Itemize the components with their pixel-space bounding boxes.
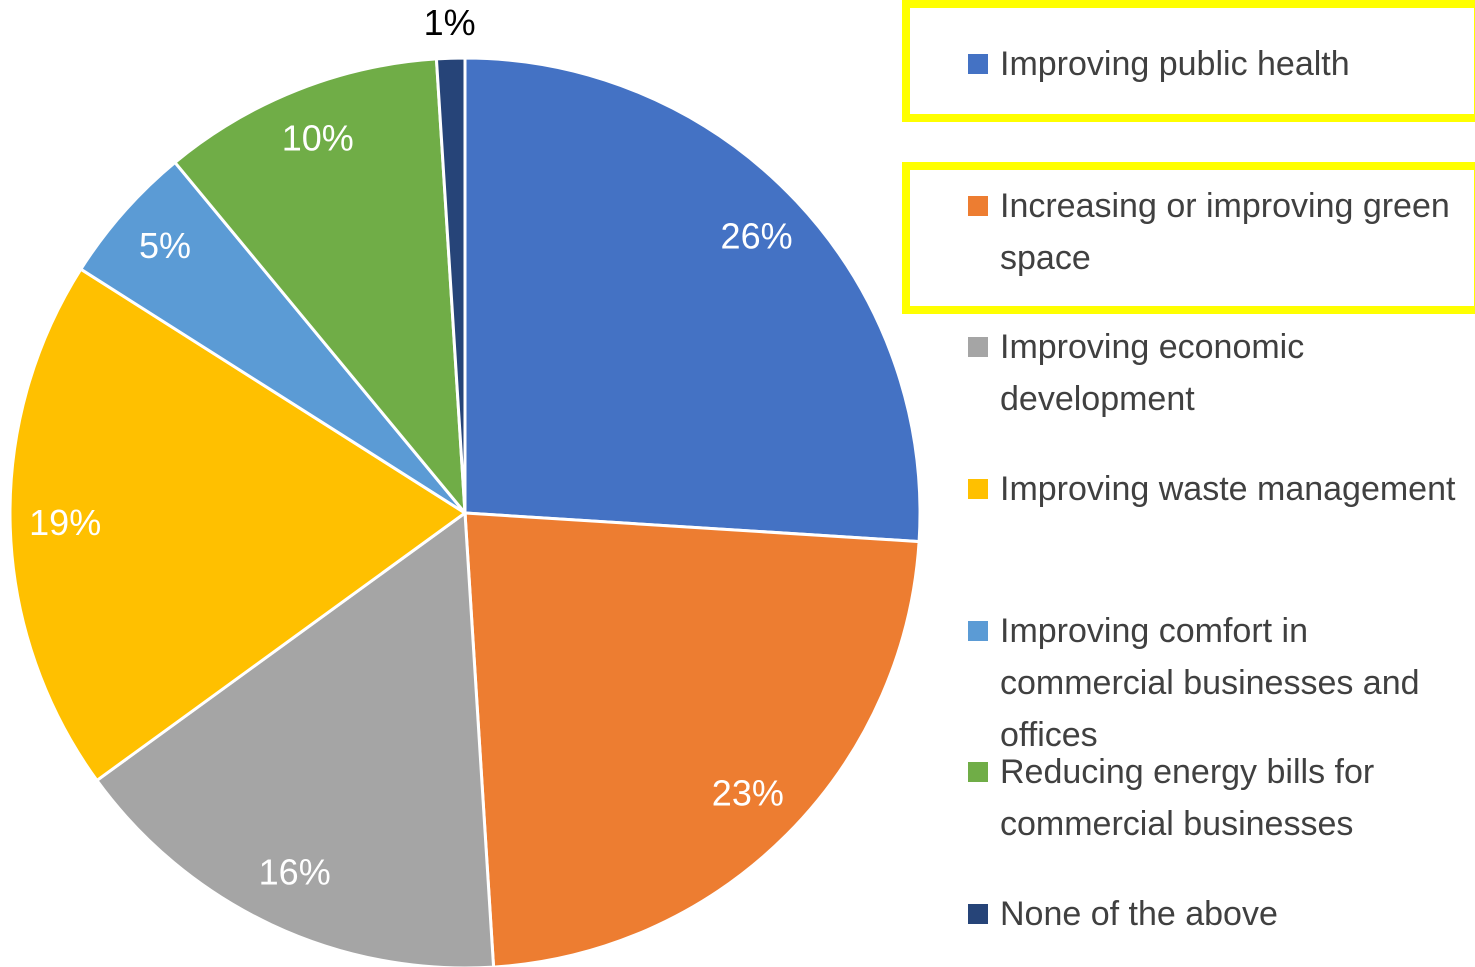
legend-swatch [968, 337, 988, 357]
data-label: 26% [721, 216, 793, 257]
data-label: 16% [259, 851, 331, 892]
legend-swatch [968, 904, 988, 924]
data-label: 10% [282, 118, 354, 159]
data-label: 23% [712, 772, 784, 813]
legend-item: Increasing or improving green space [968, 180, 1468, 284]
legend-swatch [968, 479, 988, 499]
legend-item: Improving comfort in commercial business… [968, 605, 1468, 761]
legend-label: Improving waste management [1000, 470, 1456, 508]
legend-swatch [968, 54, 988, 74]
legend-item: Improving economic development [968, 321, 1468, 425]
legend-swatch [968, 621, 988, 641]
data-label: 19% [29, 502, 101, 543]
legend-swatch [968, 196, 988, 216]
pie-slice [463, 56, 922, 544]
legend-item: Improving waste management [968, 463, 1468, 515]
legend-label: Increasing or improving green space [1000, 187, 1450, 277]
legend-item: Improving public health [968, 38, 1468, 90]
legend-label: None of the above [1000, 895, 1278, 933]
pie-slice [463, 511, 921, 967]
legend-swatch [968, 762, 988, 782]
legend-label: Improving public health [1000, 45, 1350, 83]
legend-label: Improving economic development [1000, 328, 1305, 418]
pie-slice [434, 56, 467, 514]
legend-item: Reducing energy bills for commercial bus… [968, 746, 1468, 850]
data-label: 1% [424, 2, 476, 43]
pie-slice [172, 57, 467, 518]
legend-item: None of the above [968, 888, 1468, 940]
legend-label: Improving comfort in commercial business… [1000, 612, 1420, 754]
data-label: 5% [139, 225, 191, 266]
pie-slice [8, 267, 468, 783]
legend-label: Reducing energy bills for commercial bus… [1000, 753, 1375, 843]
pie-slice [78, 160, 467, 515]
pie-slice [94, 510, 496, 967]
